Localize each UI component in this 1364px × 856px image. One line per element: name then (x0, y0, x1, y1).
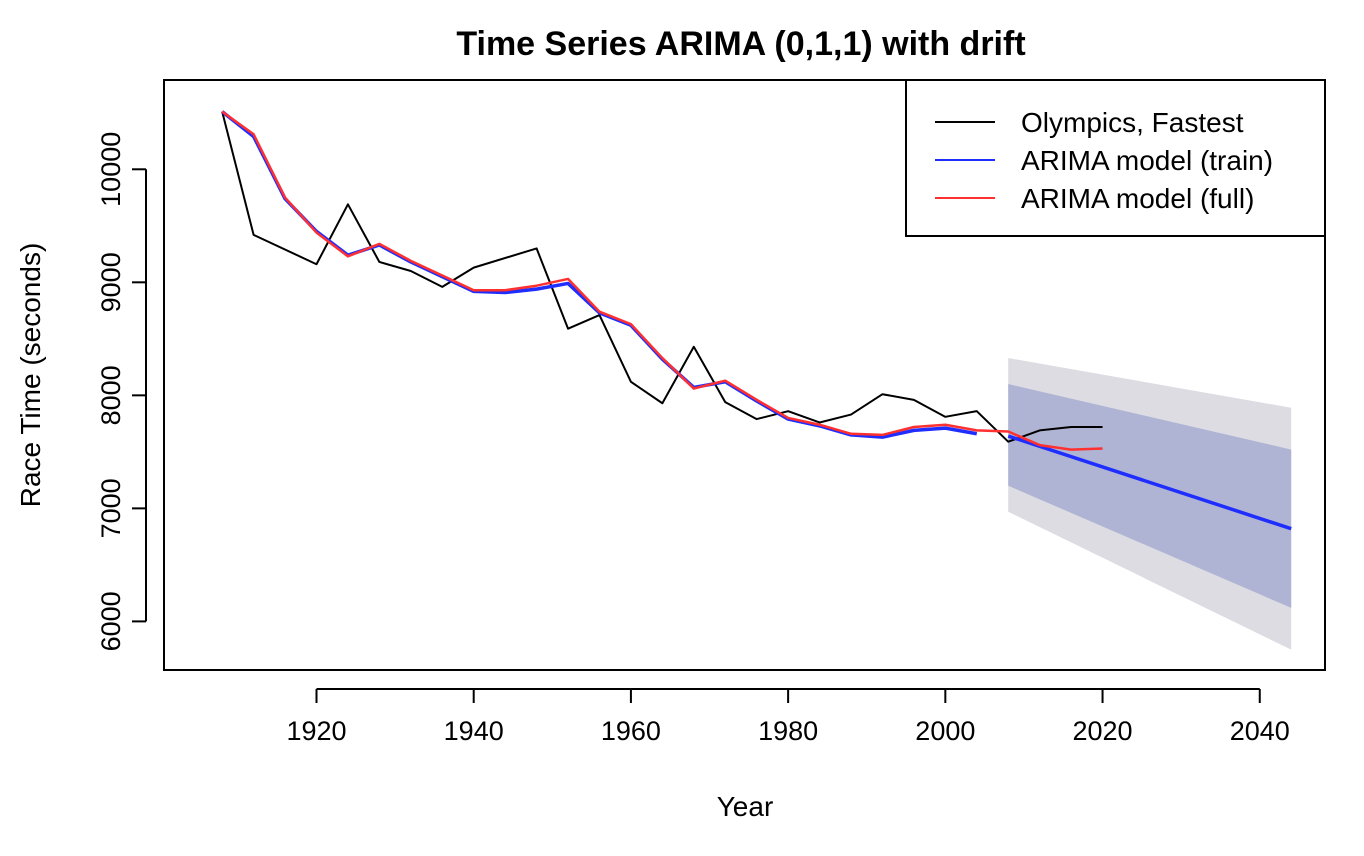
x-axis: 1920 1940 1960 1980 2000 2020 2040 (286, 688, 1290, 746)
y-tick-label: 6000 (96, 591, 126, 651)
series-line-olympics-fastest (221, 111, 1103, 443)
forecast-mean-line (1007, 434, 1292, 531)
x-tick-label: 1920 (286, 716, 346, 746)
x-tick-label: 2040 (1230, 716, 1290, 746)
series-line-arima-train (221, 110, 978, 439)
x-tick-label: 1980 (758, 716, 818, 746)
x-tick-label: 2020 (1073, 716, 1133, 746)
y-tick-label: 9000 (96, 252, 126, 312)
series-line-arima-full (221, 110, 1103, 451)
x-tick-label: 1940 (444, 716, 504, 746)
y-tick-label: 8000 (96, 365, 126, 425)
y-tick-label: 10000 (96, 132, 126, 207)
plot-area (221, 110, 1292, 650)
chart-title: Time Series ARIMA (0,1,1) with drift (456, 25, 1025, 63)
legend-label: Olympics, Fastest (1021, 107, 1244, 138)
y-axis: 6000 7000 8000 9000 10000 (96, 132, 147, 651)
legend: Olympics, Fastest ARIMA model (train) ARIM… (905, 79, 1326, 237)
x-tick-label: 1960 (601, 716, 661, 746)
x-axis-label: Year (717, 791, 774, 822)
legend-label: ARIMA model (train) (1021, 145, 1273, 176)
legend-label: ARIMA model (full) (1021, 183, 1254, 214)
x-tick-label: 2000 (915, 716, 975, 746)
y-tick-label: 7000 (96, 478, 126, 538)
legend-box (905, 79, 1326, 237)
forecast-band-80 (1008, 384, 1292, 608)
plot-frame (163, 79, 1326, 671)
y-axis-label: Race Time (seconds) (15, 243, 46, 508)
